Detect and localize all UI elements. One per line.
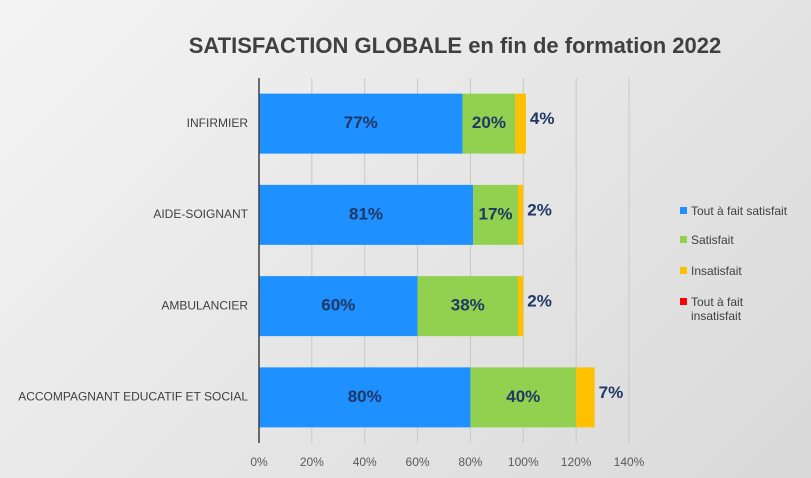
data-label: 20% bbox=[472, 113, 506, 132]
legend-item: Insatisfait bbox=[680, 264, 805, 278]
data-label: 77% bbox=[344, 113, 378, 132]
bar-segment bbox=[576, 367, 595, 428]
x-tick-label: 40% bbox=[353, 455, 377, 469]
y-tick-label: ACCOMPAGNANT EDUCATIF ET SOCIAL bbox=[18, 390, 248, 404]
bar-segment bbox=[515, 93, 526, 154]
data-label: 4% bbox=[530, 109, 555, 128]
y-tick-label: AMBULANCIER bbox=[161, 298, 248, 312]
data-label: 40% bbox=[506, 387, 540, 406]
bar-segment bbox=[518, 184, 524, 245]
bar-segment bbox=[473, 184, 518, 245]
bar-segment bbox=[259, 184, 474, 245]
bar-segment bbox=[518, 276, 524, 337]
legend-item: Tout à fait satisfait bbox=[680, 204, 805, 218]
data-label: 81% bbox=[349, 204, 383, 223]
x-tick-label: 100% bbox=[508, 455, 539, 469]
legend-label: Satisfait bbox=[691, 233, 734, 247]
legend-label: Tout à fait insatisfait bbox=[691, 295, 744, 323]
data-label: 17% bbox=[479, 204, 513, 223]
legend-label: Insatisfait bbox=[691, 264, 742, 278]
x-tick-label: 120% bbox=[561, 455, 592, 469]
bar-segment bbox=[259, 367, 471, 428]
legend-item: Tout à fait insatisfait bbox=[680, 295, 805, 323]
legend-swatch bbox=[680, 298, 687, 305]
legend-swatch bbox=[680, 267, 687, 274]
bar-segment bbox=[462, 93, 516, 154]
x-tick-label: 20% bbox=[300, 455, 324, 469]
x-tick-label: 80% bbox=[458, 455, 482, 469]
x-tick-label: 60% bbox=[406, 455, 430, 469]
data-label: 38% bbox=[451, 296, 485, 315]
legend-item: Satisfait bbox=[680, 233, 805, 247]
bar-segment bbox=[470, 367, 577, 428]
data-label: 2% bbox=[527, 200, 552, 219]
bar-segment bbox=[259, 93, 463, 154]
data-label: 7% bbox=[599, 383, 624, 402]
legend-swatch bbox=[680, 236, 687, 243]
bar-segment bbox=[259, 276, 418, 337]
y-tick-label: AIDE-SOIGNANT bbox=[153, 207, 248, 221]
chart-title: SATISFACTION GLOBALE en fin de formation… bbox=[189, 33, 722, 58]
bar-segment bbox=[417, 276, 518, 337]
data-label: 2% bbox=[527, 292, 552, 311]
x-tick-label: 0% bbox=[250, 455, 268, 469]
legend-label: Tout à fait satisfait bbox=[691, 204, 788, 218]
legend-swatch bbox=[680, 207, 687, 214]
y-tick-label: INFIRMIER bbox=[187, 116, 249, 130]
data-label: 60% bbox=[321, 296, 355, 315]
data-label: 80% bbox=[348, 387, 382, 406]
x-tick-label: 140% bbox=[614, 455, 645, 469]
